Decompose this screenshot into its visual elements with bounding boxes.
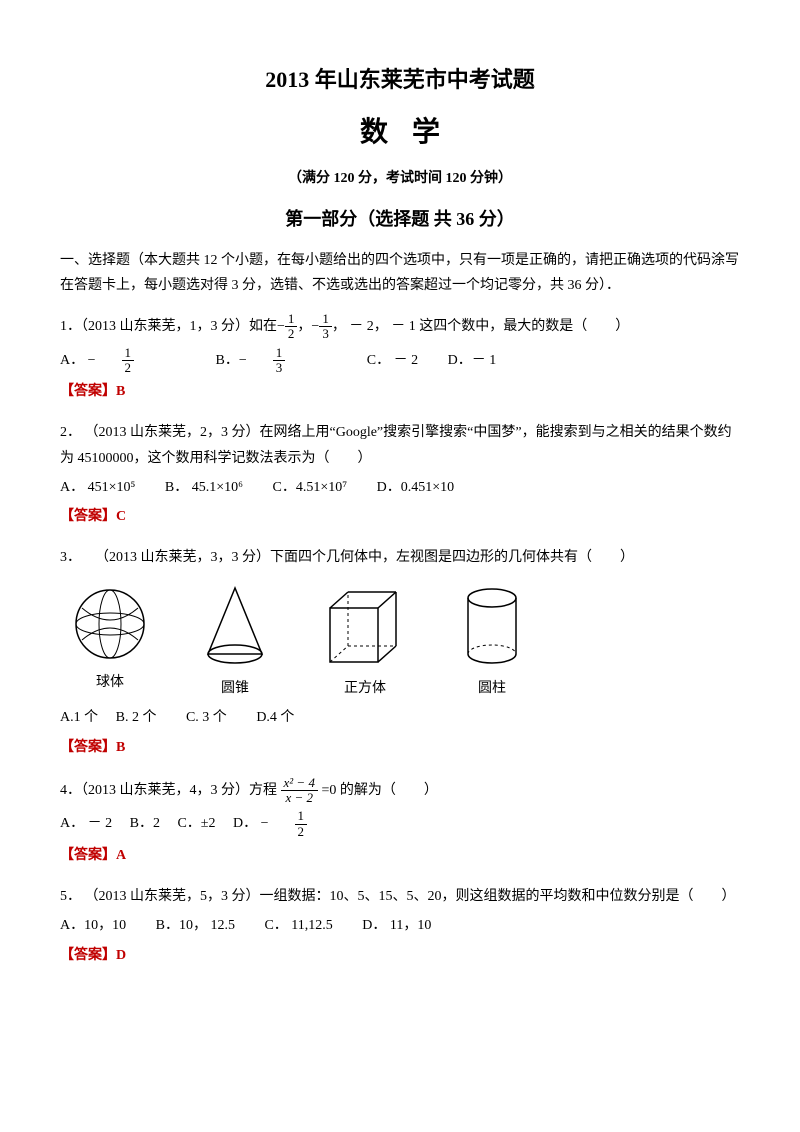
- section-title: 第一部分（选择题 共 36 分）: [60, 203, 740, 235]
- cube-icon: [320, 584, 410, 670]
- sphere-icon: [70, 584, 150, 664]
- exam-info: （满分 120 分，考试时间 120 分钟）: [60, 166, 740, 191]
- q4-answer: 【答案】A: [60, 843, 740, 868]
- q4-opt-a: A． － 2: [60, 811, 112, 836]
- q1-stem-a: 1．（2013 山东莱芜，1，3 分）如在: [60, 319, 277, 334]
- shape-sphere: 球体: [70, 584, 150, 701]
- q3-answer: 【答案】B: [60, 735, 740, 760]
- q5-options: A．10，10 B．10， 12.5 C． 11,12.5 D． 11，10: [60, 913, 740, 938]
- q2-answer: 【答案】C: [60, 504, 740, 529]
- shape-cube: 正方体: [320, 584, 410, 701]
- q3-shapes: 球体 圆锥 正方体 圆柱: [60, 584, 740, 701]
- question-3: 3． （2013 山东莱芜，3，3 分）下面四个几何体中，左视图是四边形的几何体…: [60, 545, 740, 570]
- main-title: 2013 年山东莱芜市中考试题: [60, 60, 740, 100]
- q5-opt-c: C． 11,12.5: [264, 913, 332, 938]
- q2-opt-a: A． 451×10⁵: [60, 475, 135, 500]
- subject-title: 数学: [60, 108, 740, 158]
- q2-options: A． 451×10⁵ B． 45.1×10⁶ C．4.51×10⁷ D．0.45…: [60, 475, 740, 500]
- q5-opt-a: A．10，10: [60, 913, 126, 938]
- cone-icon: [200, 584, 270, 670]
- q3-opt-c: C. 3 个: [186, 705, 227, 730]
- question-5: 5． （2013 山东莱芜，5，3 分）一组数据：10、5、15、5、20，则这…: [60, 884, 740, 909]
- q4-opt-b: B．2: [130, 811, 160, 836]
- q2-opt-d: D．0.451×10: [377, 475, 455, 500]
- q1-answer: 【答案】B: [60, 379, 740, 404]
- q1-frac2: 13: [319, 312, 332, 342]
- instructions: 一、选择题（本大题共 12 个小题，在每小题给出的四个选项中，只有一项是正确的，…: [60, 248, 740, 298]
- q1-frac1: 12: [285, 312, 298, 342]
- question-2: 2． （2013 山东莱芜，2，3 分）在网络上用“Google”搜索引擎搜索“…: [60, 420, 740, 470]
- q1-opt-c: C． － 2: [367, 348, 418, 373]
- q4-frac: x² − 4x − 2: [281, 776, 318, 806]
- q4-stem-a: 4．（2013 山东莱芜，4，3 分）方程: [60, 783, 277, 798]
- q4-options: A． － 2 B．2 C．±2 D． −12: [60, 809, 740, 839]
- q3-opt-b: B. 2 个: [116, 705, 157, 730]
- q1-opt-d: D．－ 1: [448, 348, 497, 373]
- q1-options: A． −12 B．−13 C． － 2 D．－ 1: [60, 346, 740, 376]
- cylinder-icon: [460, 584, 524, 670]
- q5-opt-b: B．10， 12.5: [156, 913, 235, 938]
- q3-options: A.1 个 B. 2 个 C. 3 个 D.4 个: [60, 705, 740, 730]
- q2-opt-b: B． 45.1×10⁶: [165, 475, 243, 500]
- q3-opt-a: A.1 个: [60, 705, 98, 730]
- q4-opt-c: C．±2: [177, 811, 215, 836]
- q2-opt-c: C．4.51×10⁷: [273, 475, 348, 500]
- q5-opt-d: D． 11，10: [362, 913, 431, 938]
- shape-cylinder: 圆柱: [460, 584, 524, 701]
- q4-stem-b: =0 的解为（ ）: [321, 783, 437, 798]
- q4-opt-d: D． −12: [233, 809, 359, 839]
- shape-cone: 圆锥: [200, 584, 270, 701]
- q5-answer: 【答案】D: [60, 943, 740, 968]
- question-4: 4．（2013 山东莱芜，4，3 分）方程 x² − 4x − 2 =0 的解为…: [60, 776, 740, 806]
- q1-opt-a: A． −12: [60, 346, 186, 376]
- question-1: 1．（2013 山东莱芜，1，3 分）如在−12，−13， － 2， － 1 这…: [60, 312, 740, 342]
- q3-opt-d: D.4 个: [256, 705, 294, 730]
- q1-stem-b: ， － 2， － 1 这四个数中，最大的数是（ ）: [332, 319, 630, 334]
- q1-opt-b: B．−13: [216, 346, 338, 376]
